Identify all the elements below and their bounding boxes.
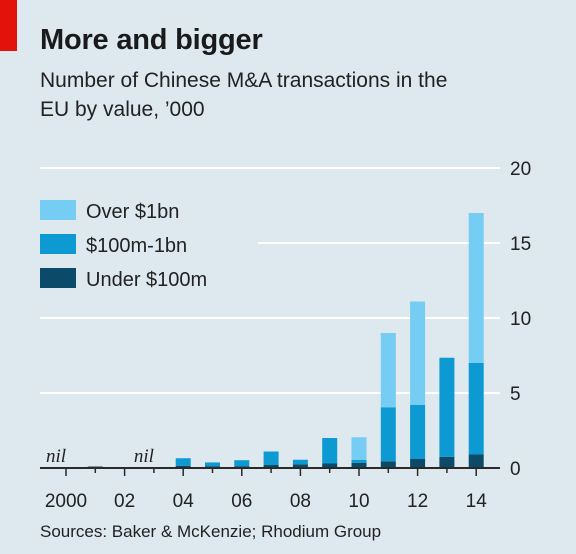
bar-11-series-1 <box>380 407 396 462</box>
bar-14-series-0 <box>468 454 484 468</box>
legend-label: Under $100m <box>86 269 207 291</box>
x-tick-label: 06 <box>231 491 252 512</box>
bar-13-series-1 <box>439 357 455 457</box>
y-tick-label: 0 <box>510 459 521 480</box>
x-tick-label: 10 <box>348 491 369 512</box>
brand-red-tag <box>0 0 17 51</box>
source-note: Sources: Baker & McKenzie; Rhodium Group <box>40 522 382 541</box>
bar-04-series-1 <box>175 458 191 466</box>
bar-10-series-2 <box>351 437 367 460</box>
legend-swatch <box>40 234 76 254</box>
legend-swatch <box>40 200 76 220</box>
bar-11-series-2 <box>380 333 396 408</box>
legend-label: Over $1bn <box>86 201 179 223</box>
x-tick-label: 04 <box>173 491 195 512</box>
bar-10-series-0 <box>351 462 367 468</box>
y-tick-label: 5 <box>510 384 521 405</box>
x-tick-label: 2000 <box>45 491 87 512</box>
bar-07-series-1 <box>263 451 279 465</box>
bar-11-series-0 <box>380 461 396 468</box>
y-tick-label: 10 <box>510 309 531 330</box>
bar-14-series-1 <box>468 363 484 455</box>
y-tick-label: 15 <box>510 234 531 255</box>
x-tick-label: 14 <box>466 491 488 512</box>
x-tick-label: 12 <box>407 491 428 512</box>
bar-13-series-0 <box>439 456 455 468</box>
legend-label: $100m-1bn <box>86 235 187 257</box>
bar-12-series-2 <box>410 301 426 405</box>
chart-subtitle: Number of Chinese M&A transactions in th… <box>40 69 448 121</box>
bar-04-series-0 <box>175 465 191 468</box>
bar-12-series-0 <box>410 459 426 468</box>
bar-14-series-2 <box>468 213 484 363</box>
bar-05-series-1 <box>205 462 220 467</box>
bar-08-series-0 <box>292 464 308 468</box>
bar-12-series-1 <box>410 405 426 459</box>
x-tick-label: 02 <box>114 491 135 512</box>
legend-swatch <box>40 268 76 288</box>
y-tick-label: 20 <box>510 159 531 180</box>
bar-10-series-1 <box>351 459 367 463</box>
bar-06-series-1 <box>234 460 250 467</box>
nil-annotation: nil <box>134 446 154 467</box>
x-tick-label: 08 <box>290 491 311 512</box>
bar-07-series-0 <box>263 465 279 468</box>
bar-09-series-1 <box>322 438 338 464</box>
nil-annotation: nil <box>46 446 66 467</box>
bar-09-series-0 <box>322 463 338 468</box>
chart-title: More and bigger <box>40 24 263 56</box>
bar-08-series-1 <box>292 459 308 465</box>
